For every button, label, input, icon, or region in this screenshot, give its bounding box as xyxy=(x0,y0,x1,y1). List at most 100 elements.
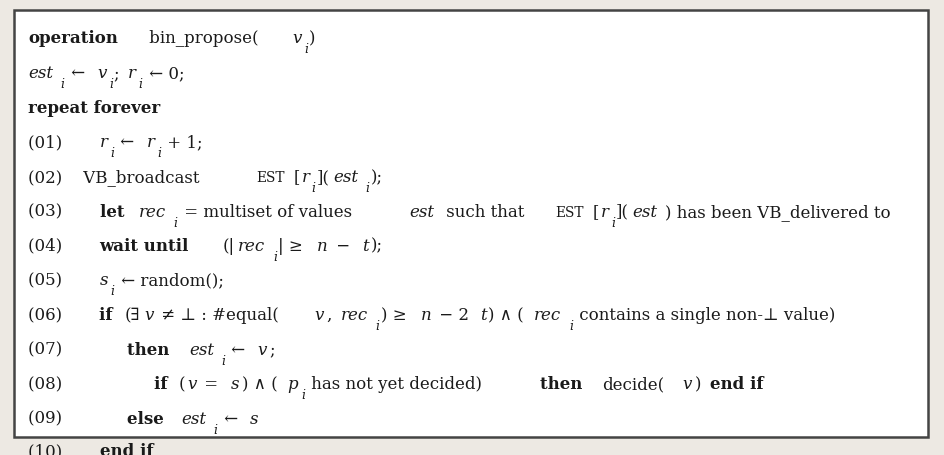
Text: ←: ← xyxy=(219,410,244,427)
Text: (02)    VB_broadcast: (02) VB_broadcast xyxy=(28,168,205,186)
Text: ;: ; xyxy=(114,65,126,82)
Text: (05): (05) xyxy=(28,272,83,289)
Text: (09): (09) xyxy=(28,410,105,427)
Text: n: n xyxy=(317,237,328,254)
Text: (04): (04) xyxy=(28,237,84,254)
Text: EST: EST xyxy=(257,171,285,185)
Text: rec: rec xyxy=(534,306,562,324)
Text: end if: end if xyxy=(100,442,153,455)
Text: i: i xyxy=(157,147,160,160)
Text: let: let xyxy=(100,203,130,220)
Text: i: i xyxy=(273,250,277,263)
Text: + 1;: + 1; xyxy=(162,134,203,151)
Text: ) ∧ (: ) ∧ ( xyxy=(242,375,278,392)
Text: ,: , xyxy=(327,306,338,324)
Text: end if: end if xyxy=(710,375,764,392)
Text: i: i xyxy=(611,216,615,229)
Text: (01): (01) xyxy=(28,134,84,151)
Text: EST: EST xyxy=(556,205,584,219)
Text: [: [ xyxy=(592,203,598,220)
Text: s: s xyxy=(99,272,108,289)
Text: s: s xyxy=(250,410,259,427)
Text: v: v xyxy=(97,65,107,82)
Text: ) has been VB_delivered to: ) has been VB_delivered to xyxy=(665,203,896,220)
Text: i: i xyxy=(304,43,308,56)
Text: ← 0;: ← 0; xyxy=(143,65,184,82)
Text: r: r xyxy=(128,65,136,82)
Text: contains a single non-⊥ value): contains a single non-⊥ value) xyxy=(574,306,835,324)
Text: else: else xyxy=(126,410,169,427)
Text: est: est xyxy=(409,203,434,220)
Text: i: i xyxy=(213,423,218,436)
Text: n: n xyxy=(421,306,431,324)
Text: such that: such that xyxy=(441,203,530,220)
Text: rec: rec xyxy=(238,237,265,254)
Text: ): ) xyxy=(310,30,316,47)
Text: (: ( xyxy=(178,375,185,392)
Text: ≠ ⊥ : #equal(: ≠ ⊥ : #equal( xyxy=(157,306,279,324)
Text: ←: ← xyxy=(115,134,140,151)
Text: ): ) xyxy=(695,375,706,392)
Text: −: − xyxy=(330,237,355,254)
Text: (10): (10) xyxy=(28,442,84,455)
Text: (06): (06) xyxy=(28,306,83,324)
Text: ) ∧ (: ) ∧ ( xyxy=(488,306,524,324)
Text: i: i xyxy=(365,182,370,195)
Text: ←: ← xyxy=(66,65,90,82)
Text: v: v xyxy=(187,375,196,392)
Text: repeat forever: repeat forever xyxy=(28,99,160,116)
Text: i: i xyxy=(376,319,379,333)
Text: | ≥: | ≥ xyxy=(278,237,308,254)
Text: ](: ]( xyxy=(616,203,629,220)
FancyBboxPatch shape xyxy=(14,11,928,437)
Text: s: s xyxy=(230,375,239,392)
Text: wait until: wait until xyxy=(100,237,194,254)
Text: − 2: − 2 xyxy=(434,306,469,324)
Text: est: est xyxy=(28,65,53,82)
Text: (08): (08) xyxy=(28,375,126,392)
Text: rec: rec xyxy=(341,306,368,324)
Text: p: p xyxy=(288,375,298,392)
Text: i: i xyxy=(110,285,114,298)
Text: ←: ← xyxy=(227,341,250,358)
Text: r: r xyxy=(301,168,310,186)
Text: bin_propose(: bin_propose( xyxy=(144,30,259,47)
Text: [: [ xyxy=(294,168,299,186)
Text: =: = xyxy=(199,375,224,392)
Text: if: if xyxy=(99,306,119,324)
Text: v: v xyxy=(258,341,267,358)
Text: = multiset of values: = multiset of values xyxy=(178,203,357,220)
Text: i: i xyxy=(60,78,64,91)
Text: ← random();: ← random(); xyxy=(115,272,224,289)
Text: v: v xyxy=(292,30,301,47)
Text: v: v xyxy=(314,306,324,324)
Text: i: i xyxy=(569,319,573,333)
Text: ](: ]( xyxy=(317,168,329,186)
Text: i: i xyxy=(139,78,143,91)
Text: rec: rec xyxy=(139,203,166,220)
Text: (|: (| xyxy=(223,237,234,254)
Text: v: v xyxy=(683,375,692,392)
Text: est: est xyxy=(333,168,359,186)
Text: (07): (07) xyxy=(28,341,105,358)
Text: ;: ; xyxy=(270,341,276,358)
Text: );: ); xyxy=(371,168,383,186)
Text: est: est xyxy=(632,203,658,220)
Text: t: t xyxy=(362,237,369,254)
Text: if: if xyxy=(154,375,173,392)
Text: then: then xyxy=(126,341,175,358)
Text: i: i xyxy=(110,147,114,160)
Text: (∃: (∃ xyxy=(125,306,140,324)
Text: r: r xyxy=(146,134,155,151)
Text: (03): (03) xyxy=(28,203,84,220)
Text: t: t xyxy=(480,306,486,324)
Text: est: est xyxy=(181,410,207,427)
Text: i: i xyxy=(174,216,177,229)
Text: i: i xyxy=(221,354,225,367)
Text: operation: operation xyxy=(28,30,118,47)
Text: i: i xyxy=(110,78,113,91)
Text: i: i xyxy=(301,388,305,401)
Text: ) ≥: ) ≥ xyxy=(380,306,412,324)
Text: i: i xyxy=(312,182,315,195)
Text: decide(: decide( xyxy=(602,375,665,392)
